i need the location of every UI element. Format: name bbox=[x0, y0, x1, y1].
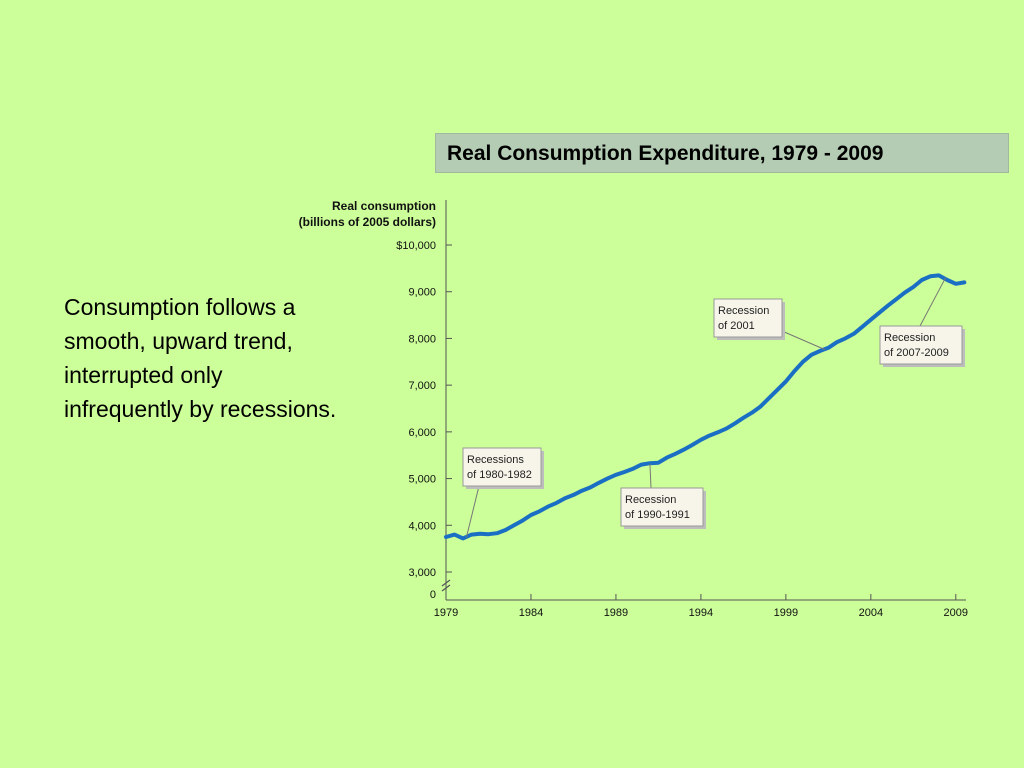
series-line bbox=[444, 273, 967, 541]
x-tick-label: 2009 bbox=[944, 607, 968, 619]
y-tick-label: 9,000 bbox=[408, 287, 436, 299]
callout-label: Recession bbox=[625, 494, 676, 506]
callout-box bbox=[620, 487, 704, 527]
x-tick-label: 1989 bbox=[604, 607, 628, 619]
slide-title: Real Consumption Expenditure, 1979 - 200… bbox=[447, 142, 884, 165]
recession-callout: Recession of 2001 bbox=[713, 298, 826, 351]
x-tick-label: 2004 bbox=[859, 607, 883, 619]
recession-callout: Recession of 1990-1991 bbox=[620, 463, 706, 529]
recession-callout: Recessions of 1980-1982 bbox=[462, 447, 544, 538]
callout-box bbox=[713, 298, 783, 338]
callout-leader-line bbox=[919, 277, 947, 327]
annotations-group: Recessions of 1980-1982 Recession of 1990-1… bbox=[462, 277, 965, 538]
recession-callout: Recession of 2007-2009 bbox=[879, 277, 965, 367]
x-tick-label: 1979 bbox=[434, 607, 458, 619]
callout-label: Recession bbox=[718, 305, 769, 317]
callout-label: of 2001 bbox=[718, 320, 755, 332]
y-tick-label: 6,000 bbox=[408, 427, 436, 439]
y-ticks: 3,000 4,000 5,000 6,000 7,000 8,000 9,000 $10,0… bbox=[396, 240, 452, 579]
callout-leader-line bbox=[649, 463, 652, 489]
chart-ylabel-line2: (billions of 2005 dollars) bbox=[298, 215, 436, 229]
callout-leader-line bbox=[465, 485, 480, 538]
y-tick-label: 7,000 bbox=[408, 380, 436, 392]
x-tick-label: 1984 bbox=[519, 607, 543, 619]
slide-title-box: Real Consumption Expenditure, 1979 - 200… bbox=[435, 133, 1009, 173]
series-group bbox=[444, 273, 967, 541]
y-tick-label: 4,000 bbox=[408, 520, 436, 532]
axis-break-icon bbox=[441, 579, 451, 592]
axis-break-mark bbox=[441, 579, 451, 587]
slide-body-text: Consumption follows a smooth, upward tre… bbox=[64, 294, 337, 422]
callout-label: Recessions bbox=[467, 454, 524, 466]
callout-box bbox=[462, 447, 542, 487]
x-tick-label: 1999 bbox=[774, 607, 798, 619]
callout-label: of 1980-1982 bbox=[467, 469, 532, 481]
callout-label: Recession bbox=[884, 332, 935, 344]
y-tick-label: 3,000 bbox=[408, 567, 436, 579]
y-tick-label: 5,000 bbox=[408, 474, 436, 486]
y-zero-label: 0 bbox=[430, 589, 436, 601]
y-tick-label: 8,000 bbox=[408, 333, 436, 345]
callout-box bbox=[879, 325, 963, 365]
chart-ylabel-line1: Real consumption bbox=[331, 199, 436, 213]
callout-leader-line bbox=[781, 330, 826, 351]
callout-label: of 2007-2009 bbox=[884, 347, 949, 359]
y-tick-label: $10,000 bbox=[396, 240, 436, 252]
x-ticks: 1979 1984 1989 1994 1999 2004 2009 bbox=[434, 594, 968, 619]
axis-break-mark bbox=[441, 584, 451, 592]
x-tick-label: 1994 bbox=[689, 607, 713, 619]
callout-label: of 1990-1991 bbox=[625, 509, 690, 521]
